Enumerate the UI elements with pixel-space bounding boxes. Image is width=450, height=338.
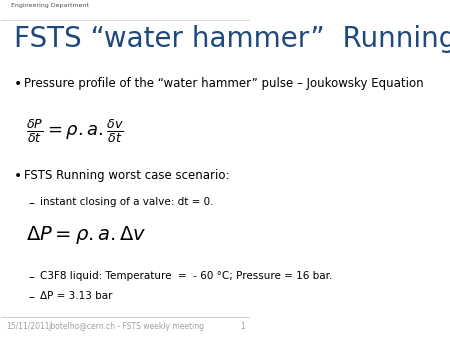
Text: jbotelho@cern.ch - FSTS weekly meeting: jbotelho@cern.ch - FSTS weekly meeting xyxy=(48,321,204,331)
Text: Engineering Department: Engineering Department xyxy=(11,3,90,8)
Text: Pressure profile of the “water hammer” pulse – Joukowsky Equation: Pressure profile of the “water hammer” p… xyxy=(24,77,423,90)
Text: –: – xyxy=(29,271,35,284)
Text: C3F8 liquid: Temperature  =  - 60 °C; Pressure = 16 bar.: C3F8 liquid: Temperature = - 60 °C; Pres… xyxy=(40,271,332,281)
Text: •: • xyxy=(14,77,22,91)
Text: FSTS Running worst case scenario:: FSTS Running worst case scenario: xyxy=(24,169,229,182)
Text: $\Delta P = \rho.a.\Delta v$: $\Delta P = \rho.a.\Delta v$ xyxy=(26,224,147,246)
Text: instant closing of a valve: dt = 0.: instant closing of a valve: dt = 0. xyxy=(40,197,213,208)
Text: •: • xyxy=(14,169,22,183)
Text: ΔP = 3.13 bar: ΔP = 3.13 bar xyxy=(40,291,112,301)
Text: –: – xyxy=(29,197,35,211)
Text: FSTS “water hammer”  Running mode: FSTS “water hammer” Running mode xyxy=(14,25,450,53)
Text: 1: 1 xyxy=(240,321,245,331)
Text: 15/11/2011: 15/11/2011 xyxy=(6,321,50,331)
Text: –: – xyxy=(29,291,35,304)
Text: $\frac{\delta P}{\delta t} = \rho.a.\frac{\delta v}{\delta t}$: $\frac{\delta P}{\delta t} = \rho.a.\fra… xyxy=(26,117,124,145)
